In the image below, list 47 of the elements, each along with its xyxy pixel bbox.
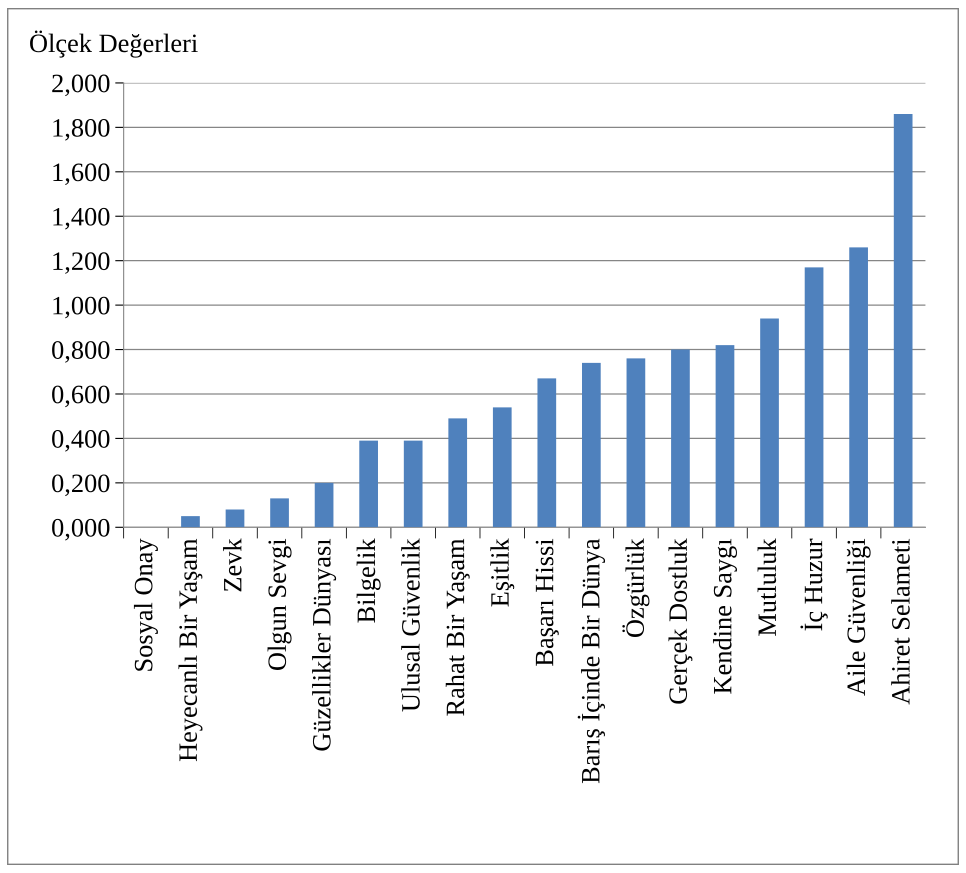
x-tick-label: Olgun Sevgi: [268, 538, 292, 670]
bar: [894, 114, 913, 528]
x-tick-label: Sosyal Onay: [134, 538, 158, 671]
x-tick-label: Başarı Hissi: [536, 538, 559, 666]
bar: [448, 418, 468, 528]
y-tick-label: 1,600: [53, 163, 110, 186]
bar: [181, 516, 200, 528]
x-tick-label: Aile Güvenliği: [846, 538, 871, 696]
x-tick-label: Özgürlük: [622, 538, 650, 637]
bar: [671, 350, 690, 528]
y-tick-label: 1,000: [53, 296, 110, 318]
x-tick-label: Bilgelik: [356, 538, 381, 623]
bar: [760, 318, 779, 528]
x-tick-label: Kendine Saygı: [712, 538, 737, 694]
x-tick-label: Barış İçinde Bir Dünya: [578, 538, 606, 784]
bar: [804, 267, 824, 528]
bar: [537, 378, 556, 528]
x-tick-label: İç Huzur: [800, 538, 828, 630]
bar: [492, 407, 512, 528]
y-tick-label: 0,800: [52, 341, 110, 363]
bar: [359, 440, 378, 528]
bar: [270, 498, 289, 528]
y-tick-label: 1,200: [53, 252, 110, 274]
x-tick-label: Eşitlik: [490, 538, 514, 607]
y-tick-label: 0,600: [52, 386, 110, 408]
bar: [582, 362, 601, 528]
x-tick-label: Heyecanlı Bir Yaşam: [178, 538, 202, 762]
y-tick-label: 0,400: [52, 430, 110, 452]
x-tick-label: Ulusal Güvenlik: [401, 538, 420, 712]
bar: [716, 345, 734, 528]
y-tick-label: 2,000: [52, 74, 110, 96]
bar: [314, 482, 334, 528]
x-tick-label: Zevk: [223, 538, 242, 592]
y-tick-label: 0,000: [52, 518, 110, 541]
bar: [626, 358, 646, 528]
x-tick-label: Güzellikler Dünyası: [312, 538, 336, 751]
x-tick-label: Gerçek Dostluk: [668, 538, 692, 704]
y-tick-label: 1,800: [53, 118, 110, 141]
y-tick-label: 1,400: [53, 208, 110, 230]
y-axis-title: Ölçek Değerleri: [30, 30, 198, 58]
bar: [226, 510, 244, 528]
x-tick-label: Mutluluk: [758, 538, 776, 636]
bar: [404, 440, 423, 528]
bar: [849, 247, 868, 528]
x-tick-label: Ahiret Selameti: [891, 538, 910, 704]
y-tick-label: 0,200: [52, 474, 110, 496]
x-tick-label: Rahat Bir Yaşam: [446, 538, 470, 716]
